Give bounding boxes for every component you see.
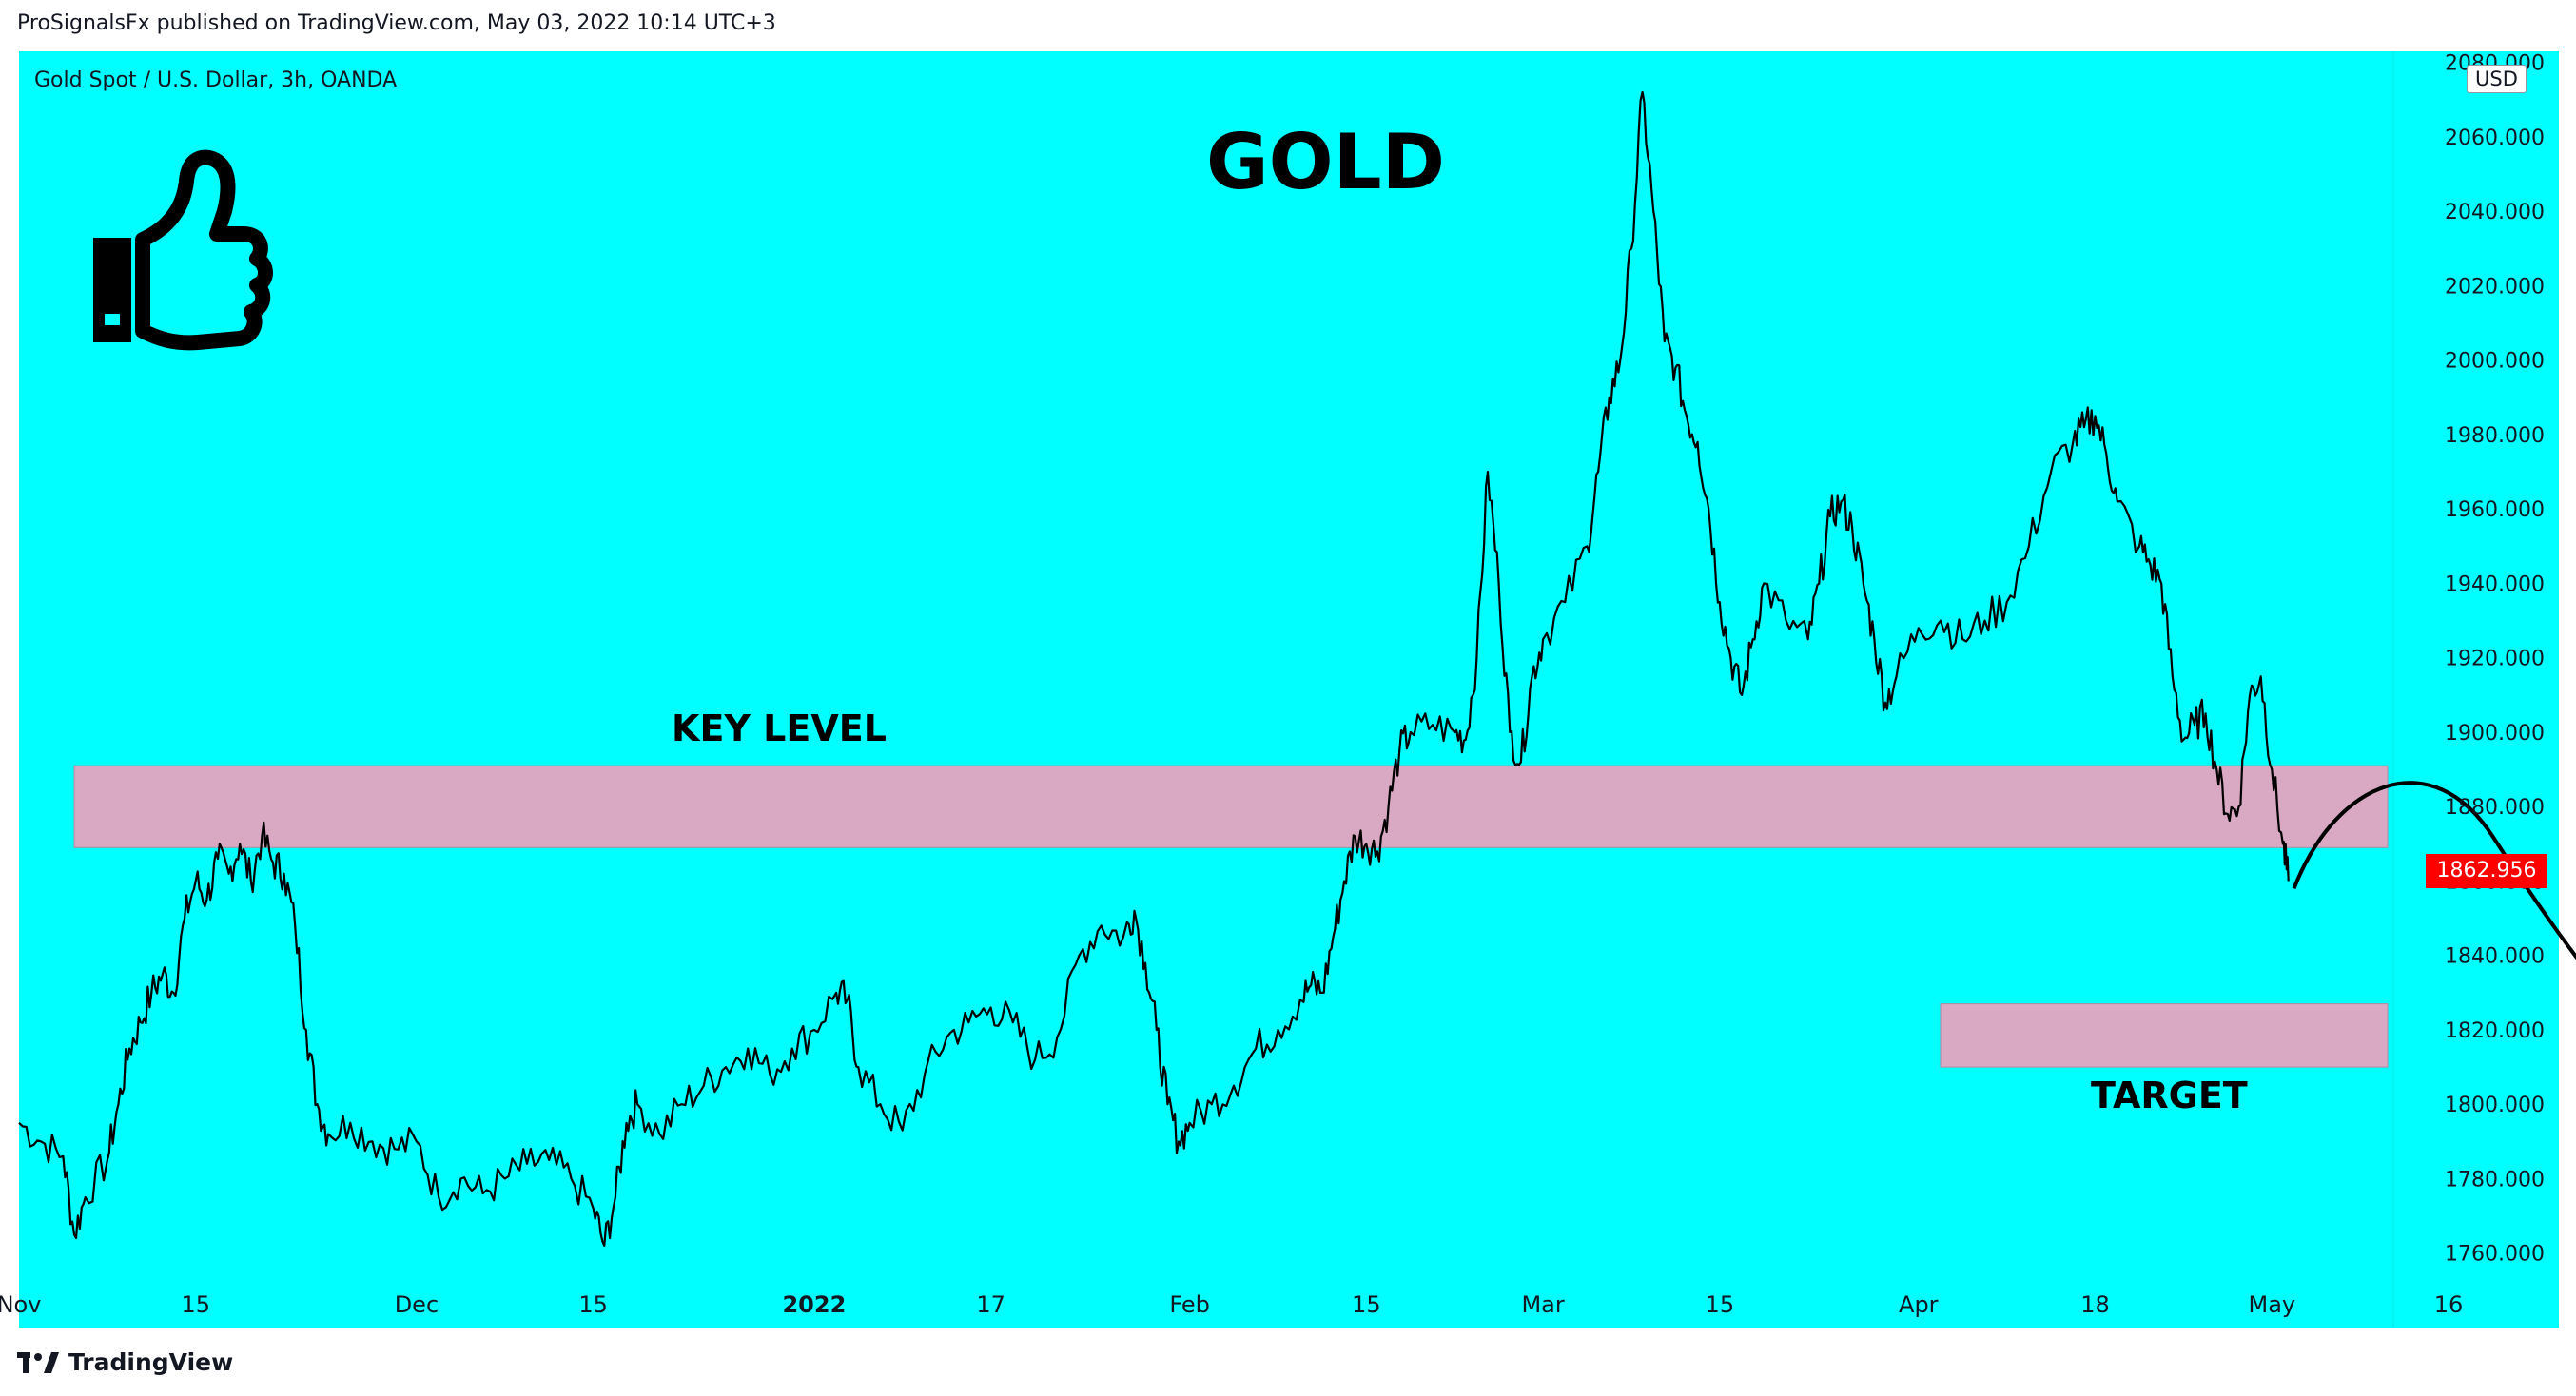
symbol-description[interactable]: Gold Spot / U.S. Dollar, 3h, OANDA [34,68,398,92]
time-tick-label: 17 [976,1291,1005,1318]
projection-arrow [2292,781,2576,960]
currency-badge[interactable]: USD [2467,65,2527,93]
tradingview-brand: TradingView [68,1348,234,1376]
time-tick-label: May [2248,1291,2295,1318]
price-tick-label: 1880.000 [2445,796,2545,820]
target-label: TARGET [2091,1075,2248,1116]
thumbs-up-icon [93,149,273,351]
time-tick-label: Mar [1521,1291,1564,1318]
time-axis[interactable]: Nov15Dec15202217Feb15Mar15Apr18May16Jun [0,1291,2576,1318]
time-tick-label: Dec [395,1291,439,1318]
price-tick-label: 1780.000 [2445,1168,2545,1192]
time-tick-label: 15 [578,1291,608,1318]
time-tick-label: Apr [1899,1291,1939,1318]
price-tick-label: 1820.000 [2445,1019,2545,1043]
time-tick-label: 16 [2434,1291,2464,1318]
price-tick-label: 1840.000 [2445,945,2545,969]
publish-info: ProSignalsFx published on TradingView.co… [17,11,776,35]
chart-title-gold: GOLD [1206,118,1446,206]
time-tick-label: 15 [1352,1291,1381,1318]
price-tick-label: 1920.000 [2445,648,2545,671]
key-level-zone[interactable] [73,765,2389,848]
last-price-badge: 1862.956 [2426,854,2547,888]
price-tick-label: 2000.000 [2445,350,2545,374]
price-tick-label: 1940.000 [2445,572,2545,596]
time-tick-label: 18 [2080,1291,2110,1318]
key-level-label: KEY LEVEL [672,708,887,749]
price-tick-label: 1960.000 [2445,498,2545,522]
price-line [18,90,2290,1247]
price-tick-label: 2020.000 [2445,275,2545,299]
time-tick-label: Nov [0,1291,41,1318]
tradingview-logo-icon [17,1351,59,1373]
time-tick-label: Feb [1169,1291,1210,1318]
price-tick-label: 2060.000 [2445,126,2545,150]
tradingview-footer[interactable]: TradingView [17,1348,233,1376]
price-tick-label: 1760.000 [2445,1243,2545,1267]
time-tick-label: 15 [1706,1291,1735,1318]
price-tick-label: 1900.000 [2445,722,2545,746]
price-tick-label: 2040.000 [2445,201,2545,224]
time-tick-label: 15 [181,1291,210,1318]
time-tick-label: 2022 [782,1291,846,1318]
plot-background [19,51,2559,1328]
target-zone[interactable] [1940,1003,2389,1068]
price-tick-label: 1800.000 [2445,1094,2545,1117]
price-tick-label: 1980.000 [2445,424,2545,448]
